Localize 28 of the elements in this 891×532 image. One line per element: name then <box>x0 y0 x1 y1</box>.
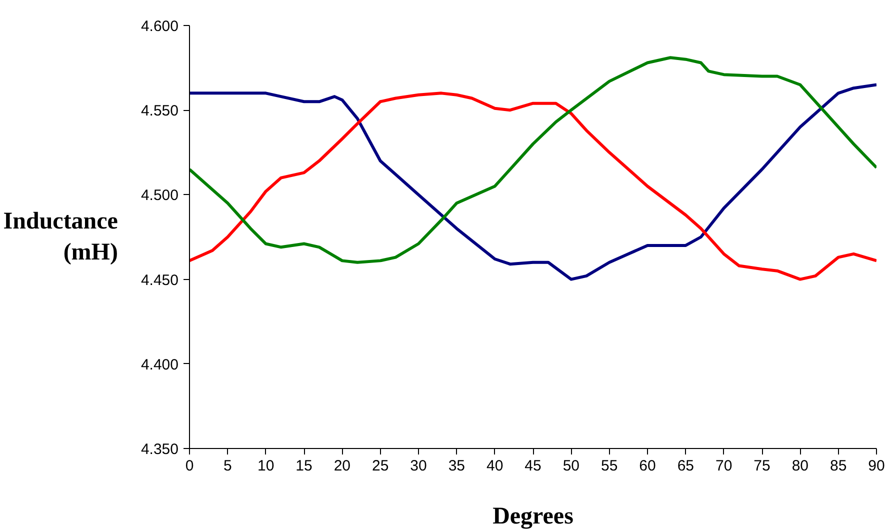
x-tick-label: 0 <box>185 458 194 474</box>
x-tick-label: 80 <box>792 458 809 474</box>
y-tick-label: 4.600 <box>140 18 179 35</box>
y-tick-label: 4.450 <box>140 272 179 289</box>
x-tick-label: 65 <box>677 458 694 474</box>
x-tick-label: 45 <box>524 458 542 474</box>
x-tick-label: 75 <box>754 458 770 474</box>
x-tick-label: 55 <box>600 458 618 474</box>
x-tick-label: 90 <box>868 458 885 474</box>
y-tick-label: 4.350 <box>140 441 179 458</box>
y-tick-label: 4.500 <box>140 187 179 204</box>
x-tick-label: 40 <box>486 458 504 474</box>
x-tick-label: 70 <box>715 458 732 474</box>
x-tick-label: 20 <box>334 458 351 474</box>
x-tick-label: 25 <box>372 458 389 474</box>
y-axis-title: Inductance (mH) <box>3 208 118 266</box>
x-axis-title: Degrees <box>492 504 574 530</box>
line-series <box>190 56 876 264</box>
y-tick-label: 4.400 <box>140 356 179 374</box>
x-tick-label: 35 <box>448 458 466 474</box>
x-tick-label: 10 <box>257 458 274 474</box>
y-tick-label: 4.550 <box>140 102 179 120</box>
x-tick-label: 50 <box>562 458 580 474</box>
x-tick-label: 85 <box>830 458 847 474</box>
x-tick-label: 15 <box>296 458 312 474</box>
x-tick-label: 5 <box>223 458 232 474</box>
x-tick-label: 60 <box>639 458 656 474</box>
x-tick-label: 30 <box>410 458 427 474</box>
